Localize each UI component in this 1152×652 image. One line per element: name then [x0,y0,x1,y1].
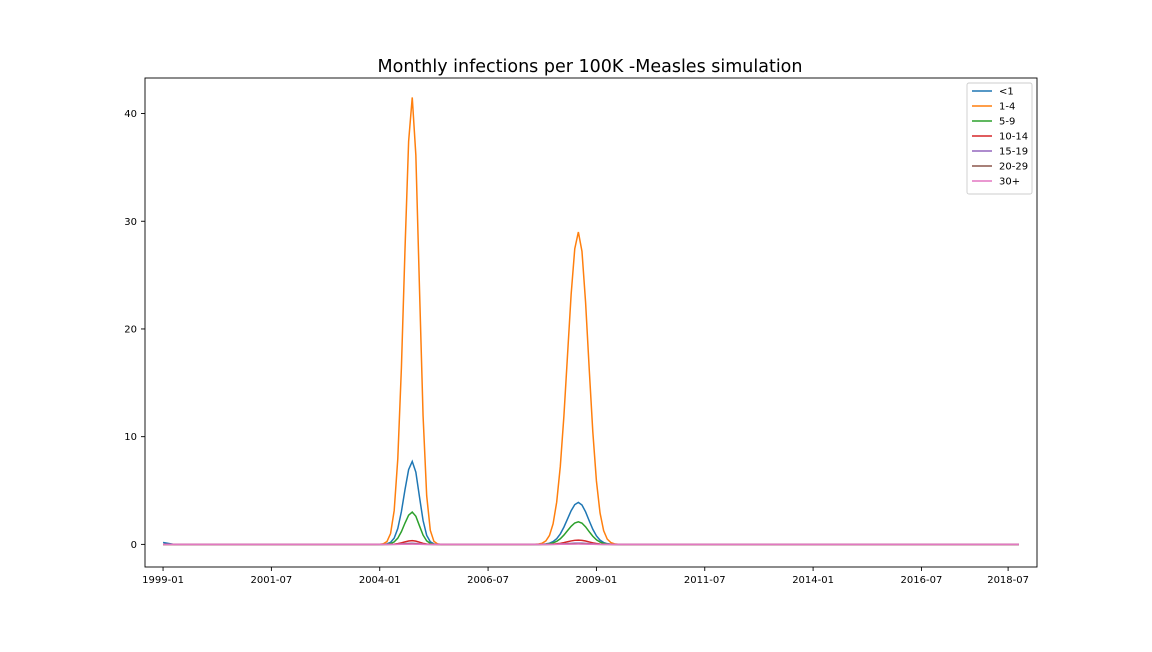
x-tick-label-2: 2004-01 [359,575,401,586]
y-tick-label-2: 20 [124,324,137,335]
y-tick-label-4: 40 [124,109,137,120]
series-line-2 [163,512,1019,544]
legend-label-6: 30+ [999,177,1020,188]
x-tick-label-5: 2011-07 [684,575,726,586]
legend: <1 1-4 5-9 10-14 15-19 20-29 30+ [967,83,1032,194]
x-tick-label-6: 2014-01 [792,575,834,586]
legend-label-5: 20-29 [999,162,1028,173]
x-tick-label-3: 2006-07 [467,575,509,586]
plot-area [163,97,1019,544]
chart-title: Monthly infections per 100K -Measles sim… [378,57,803,77]
legend-label-0: <1 [999,87,1014,98]
legend-label-3: 10-14 [999,132,1028,143]
x-tick-label-8: 2018-07 [987,575,1029,586]
series-line-0 [163,461,1019,544]
y-tick-label-0: 0 [131,540,137,551]
x-tick-label-7: 2016-07 [901,575,943,586]
x-tick-label-1: 2001-07 [250,575,292,586]
series-line-1 [163,97,1019,544]
legend-label-4: 15-19 [999,147,1028,158]
x-tick-label-4: 2009-01 [576,575,618,586]
legend-label-2: 5-9 [999,117,1015,128]
legend-label-1: 1-4 [999,102,1015,113]
x-tick-label-0: 1999-01 [142,575,184,586]
y-tick-label-3: 30 [124,217,137,228]
axes-frame [145,78,1037,567]
y-tick-label-1: 10 [124,432,137,443]
axes: 1999-01 2001-07 2004-01 2006-07 2009-01 2011-… [124,78,1037,586]
